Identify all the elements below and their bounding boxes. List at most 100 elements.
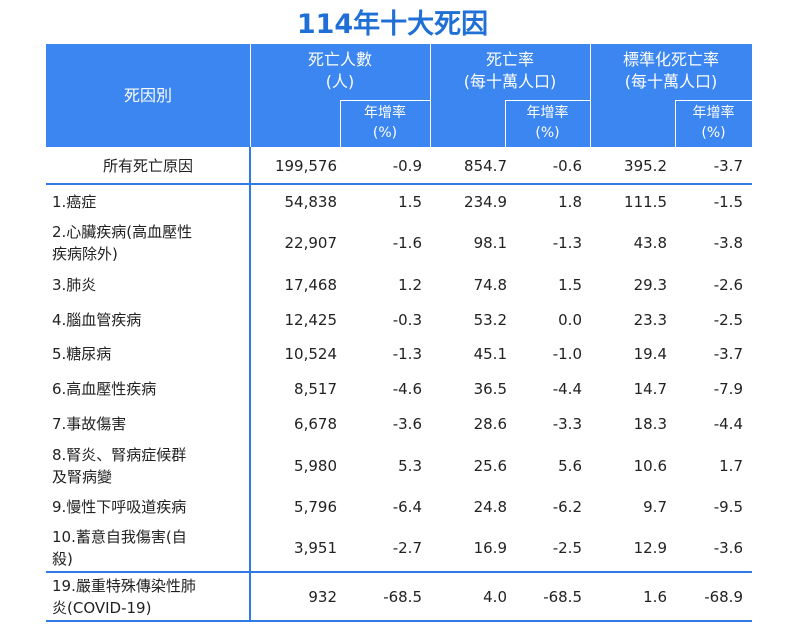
row-value: -3.7 (713, 156, 743, 175)
row-label: 9.慢性下呼吸道疾病 (52, 498, 187, 516)
sub-unit: (%) (535, 125, 560, 141)
header-background (46, 44, 752, 147)
row-value: -2.5 (552, 538, 582, 557)
sub-unit: (%) (701, 125, 726, 141)
header-divider (505, 100, 506, 147)
row-value: 45.1 (473, 345, 507, 363)
row-value: 53.2 (473, 310, 507, 329)
row-value: 22,907 (284, 234, 338, 252)
row-label: 10.蓄意自我傷害(自 殺) (52, 527, 187, 568)
row-value: 18.3 (633, 414, 667, 433)
row-value: -0.3 (392, 310, 422, 329)
sub-title: 年增率 (364, 105, 406, 121)
row-value: -2.5 (713, 310, 743, 329)
row-value: 3,951 (294, 538, 337, 557)
row-value: 14.7 (633, 379, 667, 398)
sub-header-border (675, 100, 752, 101)
row-value: 5.6 (558, 456, 582, 475)
header-label: 死因別 (123, 86, 172, 105)
row-value: 54,838 (284, 193, 338, 211)
row-value: 36.5 (473, 379, 507, 398)
row-label: 7.事故傷害 (52, 414, 127, 433)
row-value: 12.9 (633, 538, 667, 557)
row-value: 0.0 (558, 310, 582, 329)
rule (46, 620, 752, 622)
row-value: -6.2 (552, 498, 582, 516)
row-value: 16.9 (473, 538, 507, 557)
row-value: -3.7 (713, 345, 743, 363)
row-value: 1.5 (558, 276, 582, 294)
row-value: 19.4 (633, 345, 667, 363)
row-value: -6.4 (392, 498, 422, 516)
row-value: 1.7 (719, 456, 743, 475)
row-value: -0.9 (392, 156, 422, 175)
row-label: 4.腦血管疾病 (52, 310, 142, 329)
rule (46, 183, 752, 185)
row-value: 854.7 (464, 156, 507, 175)
group-unit: (每十萬人口) (463, 72, 557, 91)
row-value: -4.4 (713, 414, 743, 433)
row-value: -2.6 (713, 276, 743, 294)
sub-unit: (%) (372, 125, 398, 141)
group-title: 死亡人數 (307, 50, 372, 69)
row-value: 111.5 (624, 193, 667, 211)
row-value: 29.3 (633, 276, 667, 294)
row-value: 17,468 (284, 276, 338, 294)
row-value: -3.6 (713, 538, 743, 557)
row-value: -7.9 (713, 379, 743, 398)
row-value: 395.2 (624, 156, 667, 175)
group-unit: (每十萬人口) (624, 72, 718, 91)
row-value: 10.6 (633, 456, 667, 475)
row-label: 19.嚴重特殊傳染性肺 炎(COVID-19) (52, 577, 196, 617)
row-value: -4.6 (392, 379, 422, 398)
row-value: 199,576 (274, 156, 337, 175)
row-value: -3.3 (552, 414, 582, 433)
header-divider (675, 100, 676, 147)
group-unit: (人) (325, 72, 355, 91)
sub-header-border (340, 100, 430, 101)
row-value: 6,678 (294, 414, 337, 433)
row-value: 8,517 (294, 379, 337, 398)
header-divider (340, 100, 341, 147)
row-label: 5.糖尿病 (52, 345, 112, 363)
row-value: 28.6 (473, 414, 507, 433)
page-title: 114年十大死因 (296, 9, 489, 40)
row-value: -9.5 (713, 498, 743, 516)
row-value: 1.8 (558, 193, 582, 211)
row-value: -3.8 (713, 234, 743, 252)
row-value: 1.2 (398, 276, 422, 294)
row-value: -3.6 (392, 414, 422, 433)
row-value: 1.6 (643, 588, 667, 606)
rule (46, 571, 752, 573)
sub-header-border (505, 100, 590, 101)
row-value: -0.6 (552, 156, 582, 175)
row-label: 2.心臟疾病(高血壓性 疾病除外) (52, 223, 193, 263)
row-label: 8.腎炎、腎病症候群 及腎病變 (52, 445, 187, 486)
sub-title: 年增率 (526, 105, 569, 121)
header-divider (250, 44, 251, 147)
row-label: 1.癌症 (52, 193, 97, 211)
sub-title: 年增率 (692, 105, 735, 121)
row-value: 74.8 (473, 276, 507, 294)
row-value: 932 (308, 588, 337, 606)
row-value: 43.8 (633, 234, 667, 252)
row-value: 24.8 (473, 498, 507, 516)
row-value: -2.7 (392, 538, 422, 557)
row-value: 12,425 (284, 310, 338, 329)
row-value: -1.5 (713, 193, 743, 211)
row-value: -1.6 (392, 234, 422, 252)
row-value: 9.7 (643, 498, 667, 516)
total-label: 所有死亡原因 (102, 156, 193, 175)
header-divider (590, 44, 591, 147)
row-value: 10,524 (284, 345, 338, 363)
column-rule (249, 147, 251, 622)
row-value: -1.3 (552, 234, 582, 252)
header-divider (430, 44, 431, 147)
row-value: -1.0 (552, 345, 582, 363)
row-value: 4.0 (483, 588, 507, 606)
row-label: 3.肺炎 (52, 276, 97, 294)
row-value: -68.5 (543, 588, 582, 606)
row-value: 5.3 (398, 456, 422, 475)
row-value: 234.9 (464, 193, 507, 211)
